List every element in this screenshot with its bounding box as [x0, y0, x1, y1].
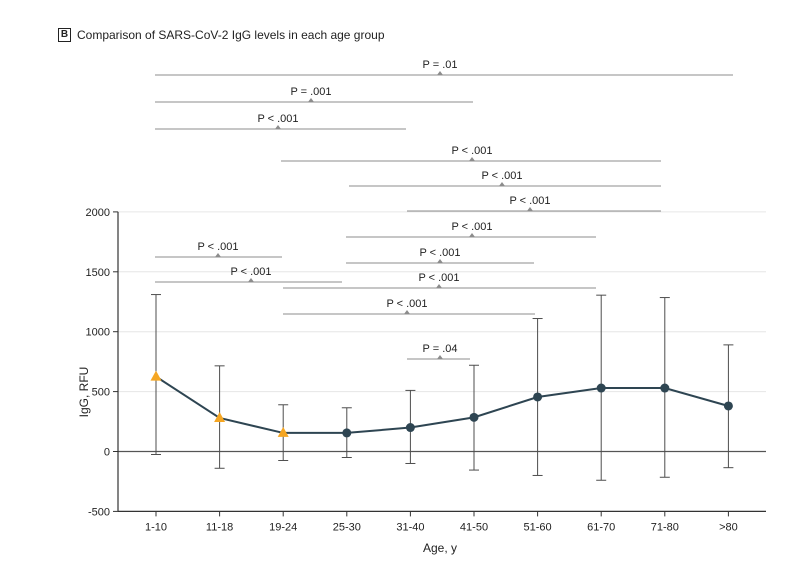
significance-brackets: P = .01 P = .001 P < .001 P < .001 P < .001 P… [155, 59, 733, 360]
panel-header: B Comparison of SARS-CoV-2 IgG levels in… [58, 27, 385, 43]
data-points [150, 370, 733, 438]
panel-letter: B [58, 28, 71, 42]
y-tick-label: 2000 [86, 207, 110, 219]
bracket-marker [527, 207, 533, 211]
y-tick-label: 1500 [86, 267, 110, 279]
x-tick-label: 25-30 [333, 521, 361, 533]
p-value-label: P < .001 [481, 170, 522, 182]
y-tick-label: 500 [92, 387, 110, 399]
bracket-marker [404, 310, 410, 314]
data-point-triangle [277, 426, 289, 437]
p-value-label: P < .001 [419, 247, 460, 259]
p-value-label: P < .001 [418, 272, 459, 284]
p-value-label: P < .001 [257, 113, 298, 125]
p-value-label: P = .04 [423, 343, 458, 355]
chart-title: Comparison of SARS-CoV-2 IgG levels in e… [77, 28, 385, 42]
bracket-marker [469, 157, 475, 161]
y-axis-label: IgG, RFU [77, 367, 91, 418]
x-tick-label: 19-24 [269, 521, 297, 533]
data-point-circle [723, 401, 733, 411]
x-tick-label: 41-50 [460, 521, 488, 533]
p-value-label: P < .001 [509, 195, 550, 207]
y-tick-label: -500 [88, 506, 110, 518]
data-point-circle [596, 383, 606, 393]
p-value-label: P < .001 [386, 298, 427, 310]
x-tick-label: 1-10 [145, 521, 167, 533]
p-value-label: P < .001 [451, 145, 492, 157]
series-polyline [155, 375, 729, 434]
bracket-marker [499, 182, 505, 186]
p-value-label: P < .001 [451, 221, 492, 233]
p-value-label: P = .01 [423, 59, 458, 71]
x-tick-label: 51-60 [524, 521, 552, 533]
x-tick-label: >80 [719, 521, 738, 533]
bracket-marker [437, 355, 443, 359]
bracket-marker [437, 71, 443, 75]
bracket-marker [275, 125, 281, 129]
bracket-marker [437, 259, 443, 263]
p-value-label: P = .001 [290, 86, 331, 98]
bracket-marker [308, 98, 314, 102]
x-axis-label: Age, y [423, 541, 457, 555]
data-point-circle [469, 412, 479, 422]
bracket-marker [436, 284, 442, 288]
data-point-circle [533, 392, 543, 402]
bracket-marker [248, 278, 254, 282]
y-tick-label: 0 [104, 447, 110, 459]
x-tick-label: 11-18 [206, 521, 233, 533]
data-point-circle [342, 428, 352, 438]
p-value-label: P < .001 [197, 241, 238, 253]
data-point-triangle [150, 370, 162, 381]
data-point-circle [405, 423, 415, 433]
bracket-marker [469, 233, 475, 237]
bracket-marker [215, 253, 221, 257]
p-value-label: P < .001 [230, 266, 271, 278]
data-point-triangle [214, 411, 226, 422]
axes: -500 0 500 1000 1500 2000 1-10 11-18 19-24 25-30 3… [86, 207, 766, 533]
series-line [155, 375, 729, 434]
x-tick-label: 61-70 [587, 521, 615, 533]
y-tick-label: 1000 [86, 327, 110, 339]
data-point-circle [660, 383, 670, 393]
x-tick-label: 31-40 [396, 521, 424, 533]
x-tick-label: 71-80 [651, 521, 679, 533]
